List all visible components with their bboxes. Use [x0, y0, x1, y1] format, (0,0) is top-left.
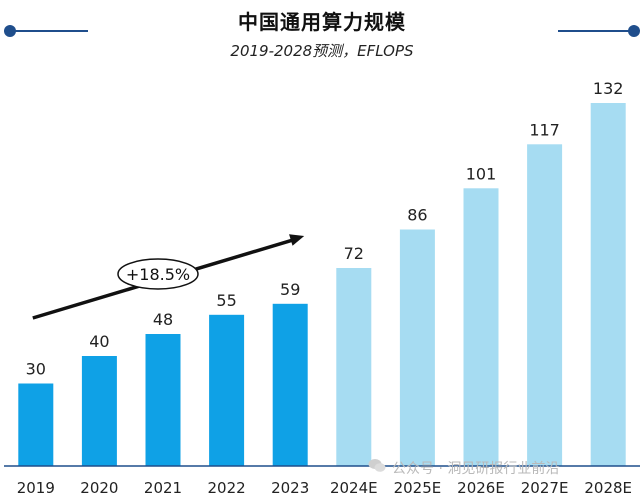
bar-2028E	[590, 103, 626, 466]
value-label-2022: 55	[216, 291, 236, 310]
value-label-2027E: 117	[529, 120, 560, 139]
watermark-text: 公众号 · 洞见研报行业前沿	[392, 461, 560, 477]
bar-2022	[209, 314, 245, 467]
bar-2021	[145, 334, 181, 466]
bar-2026E	[463, 188, 499, 467]
tick-label-2021: 2021	[144, 479, 182, 497]
value-label-2028E: 132	[593, 79, 624, 98]
right-decor-dot	[628, 25, 640, 37]
value-label-2025E: 86	[407, 206, 427, 225]
chart-title: 中国通用算力规模	[238, 10, 406, 34]
trend-arrow-head	[289, 234, 305, 246]
tick-label-2022: 2022	[208, 479, 246, 497]
tick-label-2020: 2020	[80, 479, 118, 497]
bar-2019	[18, 383, 54, 466]
bar-2020	[81, 356, 117, 466]
chart-subtitle: 2019-2028预测，EFLOPS	[230, 42, 414, 60]
bar-2024E	[336, 268, 372, 466]
left-decor-line	[12, 30, 88, 32]
tick-label-2028E: 2028E	[584, 479, 632, 497]
growth-annotation-text: +18.5%	[126, 265, 190, 284]
left-decor-dot	[4, 25, 16, 37]
tick-label-2019: 2019	[17, 479, 55, 497]
tick-label-2027E: 2027E	[521, 479, 569, 497]
right-decor-line	[558, 30, 634, 32]
tick-label-2026E: 2026E	[457, 479, 505, 497]
wechat-icon	[368, 459, 386, 472]
growth-annotation-ellipse	[117, 258, 199, 290]
value-label-2026E: 101	[466, 164, 497, 183]
value-label-2021: 48	[153, 310, 173, 329]
value-label-2020: 40	[89, 332, 109, 351]
bar-2027E	[527, 144, 563, 467]
value-label-2024E: 72	[344, 244, 364, 263]
value-label-2023: 59	[280, 280, 300, 299]
tick-label-2023: 2023	[271, 479, 309, 497]
tick-label-2025E: 2025E	[394, 479, 442, 497]
value-label-2019: 30	[26, 360, 46, 379]
bar-2025E	[399, 229, 435, 466]
bar-2023	[272, 303, 308, 467]
tick-label-2024E: 2024E	[330, 479, 378, 497]
